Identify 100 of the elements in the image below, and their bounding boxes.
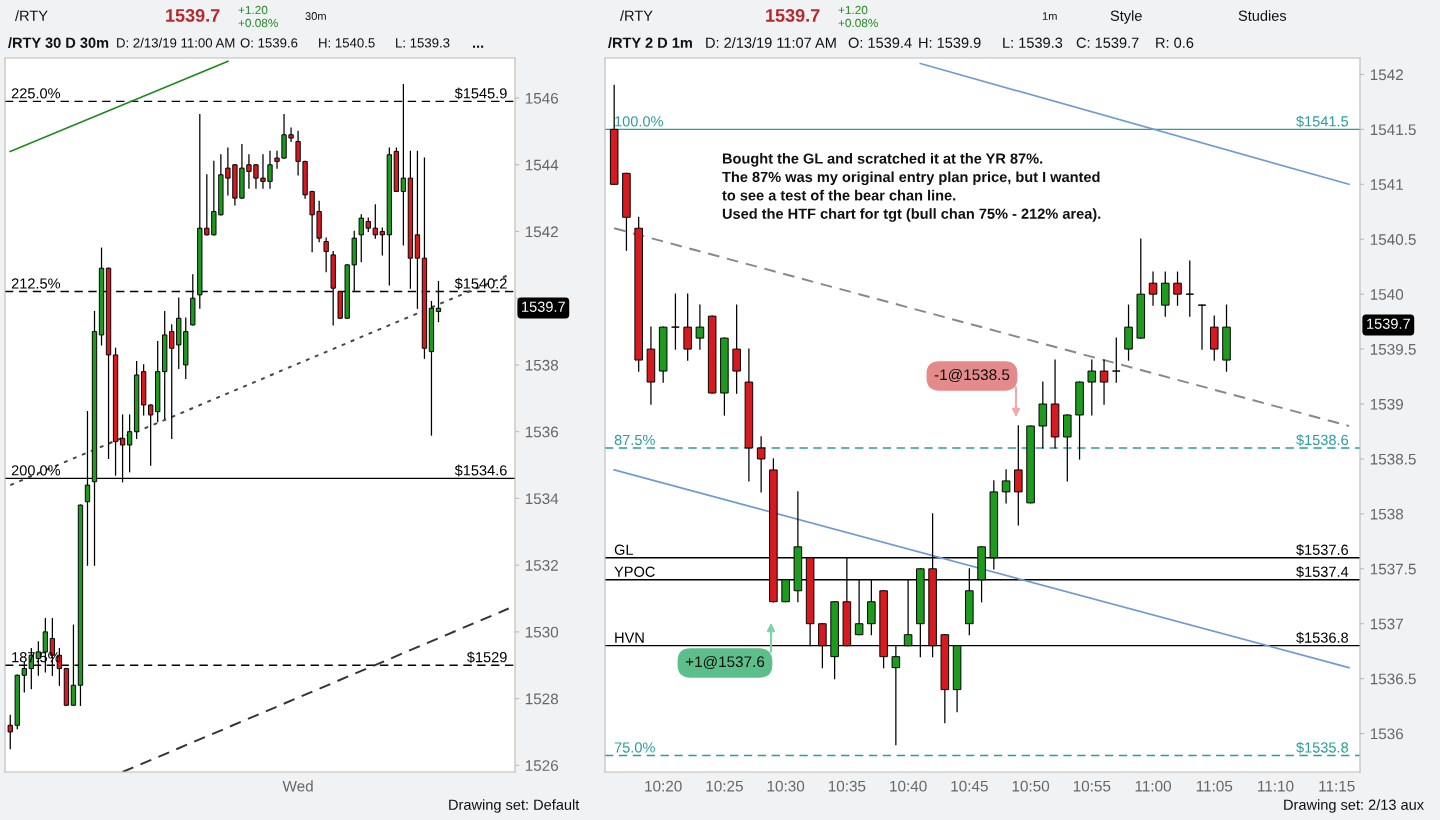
y-tick-label: 1537	[1370, 618, 1403, 630]
y-tick-label: 1541	[1370, 179, 1403, 191]
text: Style	[1110, 10, 1142, 24]
x-tick-label: 10:50	[1012, 780, 1050, 792]
ref-line-label: $1537.4	[1296, 565, 1349, 578]
text: /RTY	[15, 10, 48, 21]
text: /RTY 30 D 30m	[8, 37, 109, 49]
ref-line-label: $1534.6	[454, 464, 507, 477]
candlestick	[1209, 315, 1219, 361]
y-tick-label: 1542	[525, 226, 558, 238]
text: L: 1539.3	[396, 38, 450, 48]
y-tick-label: 1528	[525, 693, 559, 705]
y-tick-label: 1536	[525, 426, 559, 438]
candlestick	[732, 304, 741, 394]
y-tick-label: 1542	[1370, 69, 1403, 81]
text: +0.08%	[238, 18, 278, 28]
text: +1.20	[838, 5, 868, 15]
text: /RTY 2 D 1m	[608, 37, 692, 49]
y-tick-label: 1540	[1370, 289, 1404, 300]
ref-line-label: $1536.8	[1296, 631, 1349, 644]
candlestick	[148, 404, 154, 466]
candlestick	[1038, 381, 1048, 449]
text: Drawing set: Default	[449, 799, 580, 813]
annotation: 87.5%	[614, 434, 655, 446]
y-tick-label: 1536.5	[1370, 673, 1416, 685]
text: ...	[472, 45, 484, 48]
candlestick	[1087, 359, 1097, 416]
y-tick-label: 1534	[525, 493, 559, 505]
ref-line-label: $1535.8	[1296, 741, 1349, 754]
text: 1m	[1042, 12, 1057, 20]
text: 1539.7	[766, 9, 820, 22]
text: Studies	[1238, 10, 1287, 21]
candlestick	[1112, 337, 1121, 383]
x-tick-label: 10:20	[645, 780, 682, 792]
text: R: 0.6	[1156, 37, 1194, 48]
y-tick-label: 1530	[525, 626, 559, 638]
x-tick-label: 10:40	[890, 780, 927, 792]
text: 1539.7	[1367, 318, 1410, 329]
y-tick-label: 1539	[1370, 398, 1403, 410]
ref-line-label: $1540.2	[454, 277, 507, 290]
ref-line-label: $1545.9	[454, 87, 507, 100]
annotation: GL	[614, 544, 634, 555]
candlestick	[1014, 425, 1023, 526]
y-tick-label: 1546	[525, 92, 559, 104]
candlestick	[1099, 359, 1109, 405]
y-tick-label: 1538	[1370, 508, 1404, 520]
candlestick	[1160, 271, 1170, 317]
text: +1.20	[238, 5, 268, 15]
x-tick-label: 10:35	[828, 780, 866, 792]
x-tick-label: 10:55	[1073, 780, 1111, 792]
y-tick-label: 1539.5	[1370, 343, 1416, 355]
text: +0.08%	[838, 18, 878, 28]
y-tick-label: 1532	[525, 560, 558, 571]
y-tick-label: 1538.5	[1370, 453, 1416, 465]
text: D: 2/13/19 11:00 AM	[117, 37, 235, 48]
x-tick-label: 10:25	[706, 780, 743, 792]
x-tick-label: 10:30	[767, 780, 805, 792]
text: H: 1540.5	[319, 38, 375, 48]
text: H: 1539.9	[919, 37, 981, 48]
annotation: 200.0%	[11, 465, 61, 476]
x-tick-label: Wed	[282, 780, 313, 792]
text: C: 1539.7	[1076, 37, 1139, 48]
annotation: YPOC	[614, 566, 655, 577]
x-tick-label: 11:10	[1258, 780, 1294, 792]
y-tick-label: 1538	[525, 359, 559, 371]
x-tick-label: 11:00	[1135, 780, 1171, 792]
text: 1539.7	[166, 9, 220, 22]
ref-line-label: $1529	[466, 651, 507, 664]
y-tick-label: 1541.5	[1370, 124, 1416, 136]
annotation: Bought the GL and scratched it at the YR 87%. The 87% was my original entry plan price, but I wanted to see a test of the bear chan line. Used the HTF chart for tgt (bull chan 75% - 212% area).	[722, 153, 1101, 222]
annotation: -1@1538.5	[934, 368, 1010, 383]
y-tick-label: 1537.5	[1370, 563, 1416, 575]
ref-line-label: $1541.5	[1296, 115, 1349, 128]
ref-line-label: $1538.6	[1296, 434, 1349, 446]
candlestick	[1001, 469, 1011, 504]
ref-line-label: $1537.6	[1296, 543, 1349, 556]
annotation: 212.5%	[11, 278, 61, 289]
x-tick-label: 11:05	[1196, 780, 1233, 792]
text: L: 1539.3	[1003, 37, 1063, 48]
annotation: 75.0%	[614, 742, 655, 753]
annotation: HVN	[615, 632, 644, 643]
candlestick	[1173, 271, 1182, 306]
candlestick	[671, 293, 680, 350]
candlestick	[695, 304, 705, 350]
y-tick-label: 1540.5	[1370, 234, 1416, 245]
text: D: 2/13/19 11:07 AM	[706, 37, 836, 48]
candlestick	[756, 436, 766, 493]
candlestick	[1124, 304, 1133, 361]
x-tick-label: 10:45	[951, 780, 988, 792]
text: /RTY	[620, 10, 653, 21]
candlestick	[1063, 414, 1072, 482]
y-tick-label: 1544	[525, 159, 559, 171]
annotation: 225.0%	[11, 88, 61, 99]
candlestick	[683, 293, 692, 361]
y-tick-label: 1536	[1370, 728, 1404, 740]
text: 1539.7	[522, 301, 565, 312]
y-tick-label: 1526	[525, 760, 559, 772]
candlestick	[126, 414, 133, 473]
candlestick	[323, 237, 329, 273]
annotation: 100.0%	[615, 116, 663, 127]
